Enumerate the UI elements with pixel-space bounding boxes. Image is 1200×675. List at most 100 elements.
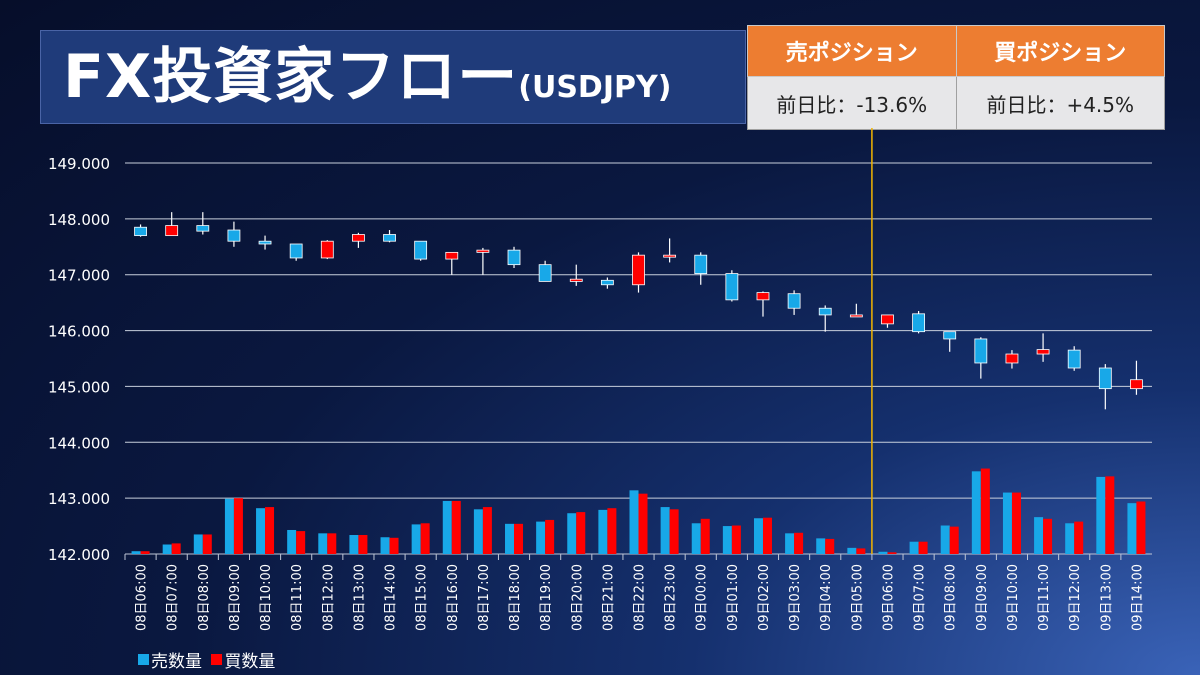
x-tick-label: 08日15:00 bbox=[415, 564, 430, 631]
buy-volume-bar bbox=[825, 538, 835, 554]
title-pair: (USDJPY) bbox=[518, 70, 672, 105]
title-main-text: FX投資家フロー bbox=[63, 42, 519, 112]
x-tick-label: 08日16:00 bbox=[446, 564, 461, 631]
buy-volume-bar bbox=[918, 541, 928, 554]
down-candle bbox=[912, 313, 925, 333]
down-candle bbox=[414, 240, 428, 260]
sell-volume-bar bbox=[411, 524, 421, 554]
x-tick-label: 09日12:00 bbox=[1068, 564, 1083, 631]
sell-volume-bar bbox=[1127, 503, 1137, 554]
down-candle bbox=[227, 229, 241, 242]
x-tick-label: 09日14:00 bbox=[1130, 564, 1145, 631]
sell-volume-bar bbox=[567, 513, 577, 554]
x-tick-label: 09日06:00 bbox=[881, 564, 896, 631]
buy-volume-bar bbox=[731, 525, 741, 554]
buy-volume-bar bbox=[171, 543, 181, 554]
y-tick-label: 145.000 bbox=[48, 378, 110, 396]
sell-volume-bar bbox=[971, 471, 981, 554]
down-candle bbox=[1067, 349, 1081, 369]
x-tick-label: 08日14:00 bbox=[384, 564, 399, 631]
down-candle bbox=[943, 331, 957, 340]
buy-volume-bar bbox=[482, 507, 492, 554]
x-tick-label: 09日03:00 bbox=[788, 564, 803, 631]
sell-volume-bar bbox=[505, 523, 515, 554]
up-candle bbox=[1036, 349, 1050, 355]
x-tick-label: 09日07:00 bbox=[913, 564, 928, 631]
up-candle bbox=[569, 278, 583, 282]
y-tick-label: 144.000 bbox=[48, 434, 110, 452]
x-tick-label: 09日10:00 bbox=[1006, 564, 1021, 631]
buy-volume-bar bbox=[545, 519, 555, 554]
down-candle bbox=[538, 264, 552, 282]
buy-volume-bar bbox=[140, 551, 150, 554]
down-candle bbox=[1098, 367, 1112, 390]
down-candle bbox=[600, 279, 614, 286]
up-candle bbox=[756, 292, 770, 301]
y-tick-label: 148.000 bbox=[48, 211, 110, 229]
down-candle bbox=[507, 249, 521, 266]
sell-volume-bar bbox=[349, 535, 359, 554]
x-tick-label: 09日00:00 bbox=[695, 564, 710, 631]
down-candle bbox=[974, 338, 988, 364]
buy-volume-bar bbox=[296, 531, 306, 554]
page-title: FX投資家フロー(USDJPY) bbox=[63, 41, 671, 124]
up-candle bbox=[663, 254, 677, 258]
x-tick-label: 08日13:00 bbox=[352, 564, 367, 631]
down-candle bbox=[694, 254, 708, 274]
buy-volume-bar bbox=[1011, 492, 1021, 554]
up-candle bbox=[476, 249, 490, 253]
legend-swatch-buy bbox=[211, 654, 223, 665]
legend-label-sell: 売数量 bbox=[151, 652, 202, 672]
sell-volume-bar bbox=[473, 509, 483, 554]
x-tick-label: 09日11:00 bbox=[1037, 564, 1052, 631]
buy-volume-bar bbox=[420, 523, 430, 554]
title-banner: FX投資家フロー(USDJPY) bbox=[40, 30, 746, 124]
buy-volume-bar bbox=[638, 493, 648, 554]
x-tick-label: 08日10:00 bbox=[259, 564, 274, 631]
up-candle bbox=[352, 234, 365, 242]
down-candle bbox=[258, 240, 272, 245]
x-tick-label: 08日11:00 bbox=[290, 564, 305, 631]
up-candle bbox=[165, 225, 179, 237]
up-candle bbox=[881, 314, 894, 325]
sell-volume-bar bbox=[691, 523, 701, 554]
sell-volume-bar bbox=[380, 537, 390, 554]
sell-position-header: 売ポジション bbox=[747, 25, 957, 77]
legend-swatch-sell bbox=[138, 654, 149, 665]
y-tick-label: 143.000 bbox=[48, 490, 110, 508]
sell-volume-bar bbox=[287, 529, 297, 554]
y-tick-label: 147.000 bbox=[48, 267, 110, 285]
sell-volume-bar bbox=[442, 500, 452, 554]
down-candle bbox=[818, 307, 832, 316]
up-candle bbox=[320, 240, 334, 259]
sell-volume-bar bbox=[785, 533, 795, 554]
x-tick-label: 08日17:00 bbox=[477, 564, 492, 631]
sell-volume-bar bbox=[753, 518, 763, 554]
sell-volume-bar bbox=[598, 509, 608, 554]
x-tick-label: 08日19:00 bbox=[539, 564, 554, 631]
buy-volume-bar bbox=[327, 533, 337, 554]
buy-volume-bar bbox=[669, 509, 679, 554]
x-tick-label: 08日22:00 bbox=[633, 564, 648, 631]
up-candle bbox=[1130, 379, 1143, 390]
sell-volume-bar bbox=[1002, 492, 1012, 554]
legend-label-buy: 買数量 bbox=[224, 652, 276, 672]
buy-volume-bar bbox=[700, 518, 710, 554]
buy-volume-bar bbox=[794, 532, 804, 554]
buy-volume-bar bbox=[233, 498, 243, 554]
sell-volume-bar bbox=[847, 547, 857, 554]
sell-volume-bar bbox=[878, 551, 888, 554]
sell-volume-bar bbox=[629, 490, 639, 554]
buy-volume-bar bbox=[1074, 521, 1084, 554]
sell-volume-bar bbox=[909, 541, 919, 554]
buy-volume-bar bbox=[514, 523, 524, 554]
sell-volume-bar bbox=[256, 508, 266, 554]
buy-volume-bar bbox=[980, 468, 990, 554]
chart-legend: 売数量 買数量 bbox=[138, 647, 275, 672]
sell-volume-bar bbox=[1065, 523, 1075, 554]
up-candle bbox=[849, 314, 863, 318]
buy-volume-bar bbox=[1105, 476, 1115, 554]
up-candle bbox=[445, 251, 459, 260]
y-tick-label: 146.000 bbox=[48, 323, 110, 341]
